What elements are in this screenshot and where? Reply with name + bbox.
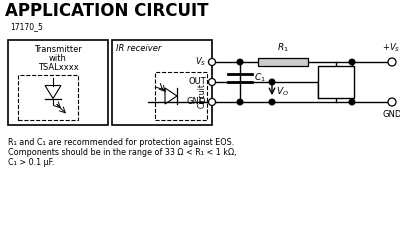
Text: $V_O$: $V_O$ (276, 86, 289, 98)
Circle shape (349, 59, 355, 65)
Circle shape (388, 98, 396, 106)
Text: APPLICATION CIRCUIT: APPLICATION CIRCUIT (5, 2, 208, 20)
Circle shape (237, 99, 243, 105)
Text: Circuit: Circuit (198, 84, 206, 108)
Text: $C_1$: $C_1$ (254, 72, 266, 84)
Text: Transmitter: Transmitter (34, 45, 82, 54)
Text: GND: GND (187, 98, 206, 106)
Text: $+ V_S$: $+ V_S$ (382, 42, 400, 54)
Bar (155, 72, 207, 120)
Text: C₁ > 0.1 μF.: C₁ > 0.1 μF. (8, 158, 54, 167)
Bar (112, 40, 212, 125)
Text: $V_S$: $V_S$ (195, 56, 206, 68)
Text: $R_1$: $R_1$ (277, 42, 289, 54)
Circle shape (208, 98, 216, 105)
Bar (8, 40, 108, 125)
Bar (18, 75, 78, 120)
Text: IR receiver: IR receiver (116, 44, 161, 53)
Circle shape (237, 59, 243, 65)
Text: with: with (49, 54, 67, 63)
Circle shape (269, 99, 275, 105)
Text: $\mu C$: $\mu C$ (328, 75, 344, 89)
Circle shape (388, 58, 396, 66)
Text: R₁ and C₁ are recommended for protection against EOS.: R₁ and C₁ are recommended for protection… (8, 138, 234, 147)
Circle shape (269, 79, 275, 85)
Text: OUT: OUT (188, 78, 206, 86)
Circle shape (208, 78, 216, 86)
Bar (258, 58, 308, 66)
Circle shape (208, 58, 216, 66)
Circle shape (349, 99, 355, 105)
Bar (318, 66, 354, 98)
Text: GND: GND (382, 110, 400, 119)
Text: 17170_5: 17170_5 (10, 22, 43, 31)
Text: TSALxxxx: TSALxxxx (38, 63, 78, 72)
Text: Components should be in the range of 33 Ω < R₁ < 1 kΩ,: Components should be in the range of 33 … (8, 148, 236, 157)
